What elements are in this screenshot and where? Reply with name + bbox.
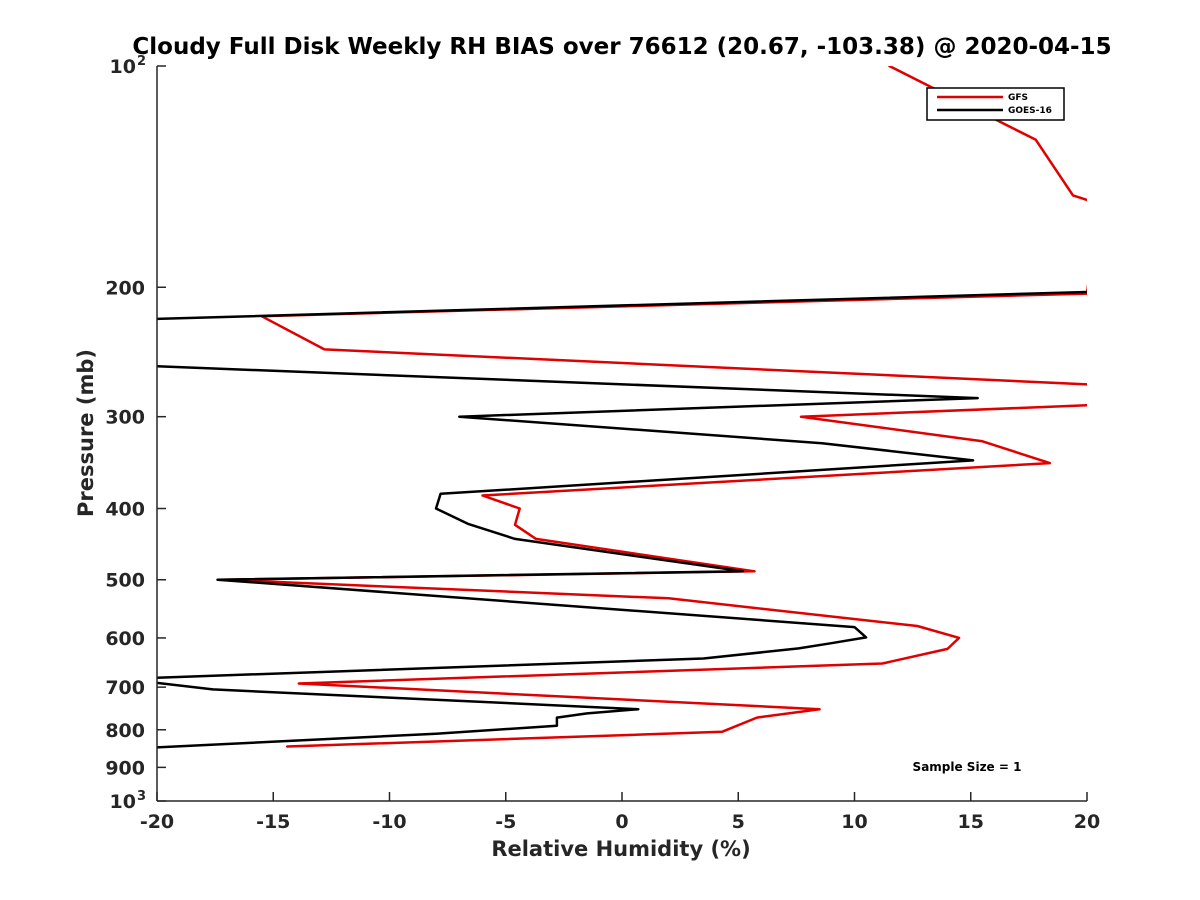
sample-size-annotation: Sample Size = 1	[913, 760, 1022, 774]
x-tick-label: 0	[615, 811, 628, 833]
legend-label-goes16: GOES-16	[1008, 106, 1052, 116]
x-axis-label: Relative Humidity (%)	[491, 837, 750, 861]
y-tick-label: 900	[105, 757, 145, 779]
x-tick-label: 20	[1074, 811, 1100, 833]
legend-label-gfs: GFS	[1008, 93, 1028, 103]
y-tick-label: 600	[105, 628, 145, 650]
x-ticks: -20 -15 -10 -5 0 5 10 15 20	[140, 792, 1100, 833]
x-tick-label: 15	[958, 811, 984, 833]
x-tick-label: -10	[372, 811, 406, 833]
x-tick-label: 5	[732, 811, 745, 833]
y-tick-label: 500	[105, 570, 145, 592]
y-tick-label: 400	[105, 499, 145, 521]
y-axis-label: Pressure (mb)	[74, 349, 98, 517]
y-tick-exponent: 3	[137, 789, 146, 804]
x-tick-label: -5	[495, 811, 516, 833]
series-line-goes-16	[157, 290, 1087, 749]
y-tick-label: 10	[110, 791, 136, 813]
y-tick-label: 700	[105, 677, 145, 699]
y-tick-label: 10	[110, 56, 136, 78]
y-tick-label: 800	[105, 720, 145, 742]
series-layer	[157, 66, 1087, 749]
legend-box	[926, 87, 1065, 121]
x-tick-label: 10	[841, 811, 867, 833]
y-tick-exponent: 2	[137, 54, 146, 69]
y-tick-label: 300	[105, 407, 145, 429]
plot-area: -20 -15 -10 -5 0 5 10 15 20 10 220030040050060070…	[105, 54, 1100, 833]
y-tick-label: 200	[105, 277, 145, 299]
chart-title: Cloudy Full Disk Weekly RH BIAS over 766…	[132, 34, 1111, 60]
legend: GFS GOES-16	[926, 87, 1065, 121]
x-tick-label: -20	[140, 811, 174, 833]
x-tick-label: -15	[256, 811, 290, 833]
